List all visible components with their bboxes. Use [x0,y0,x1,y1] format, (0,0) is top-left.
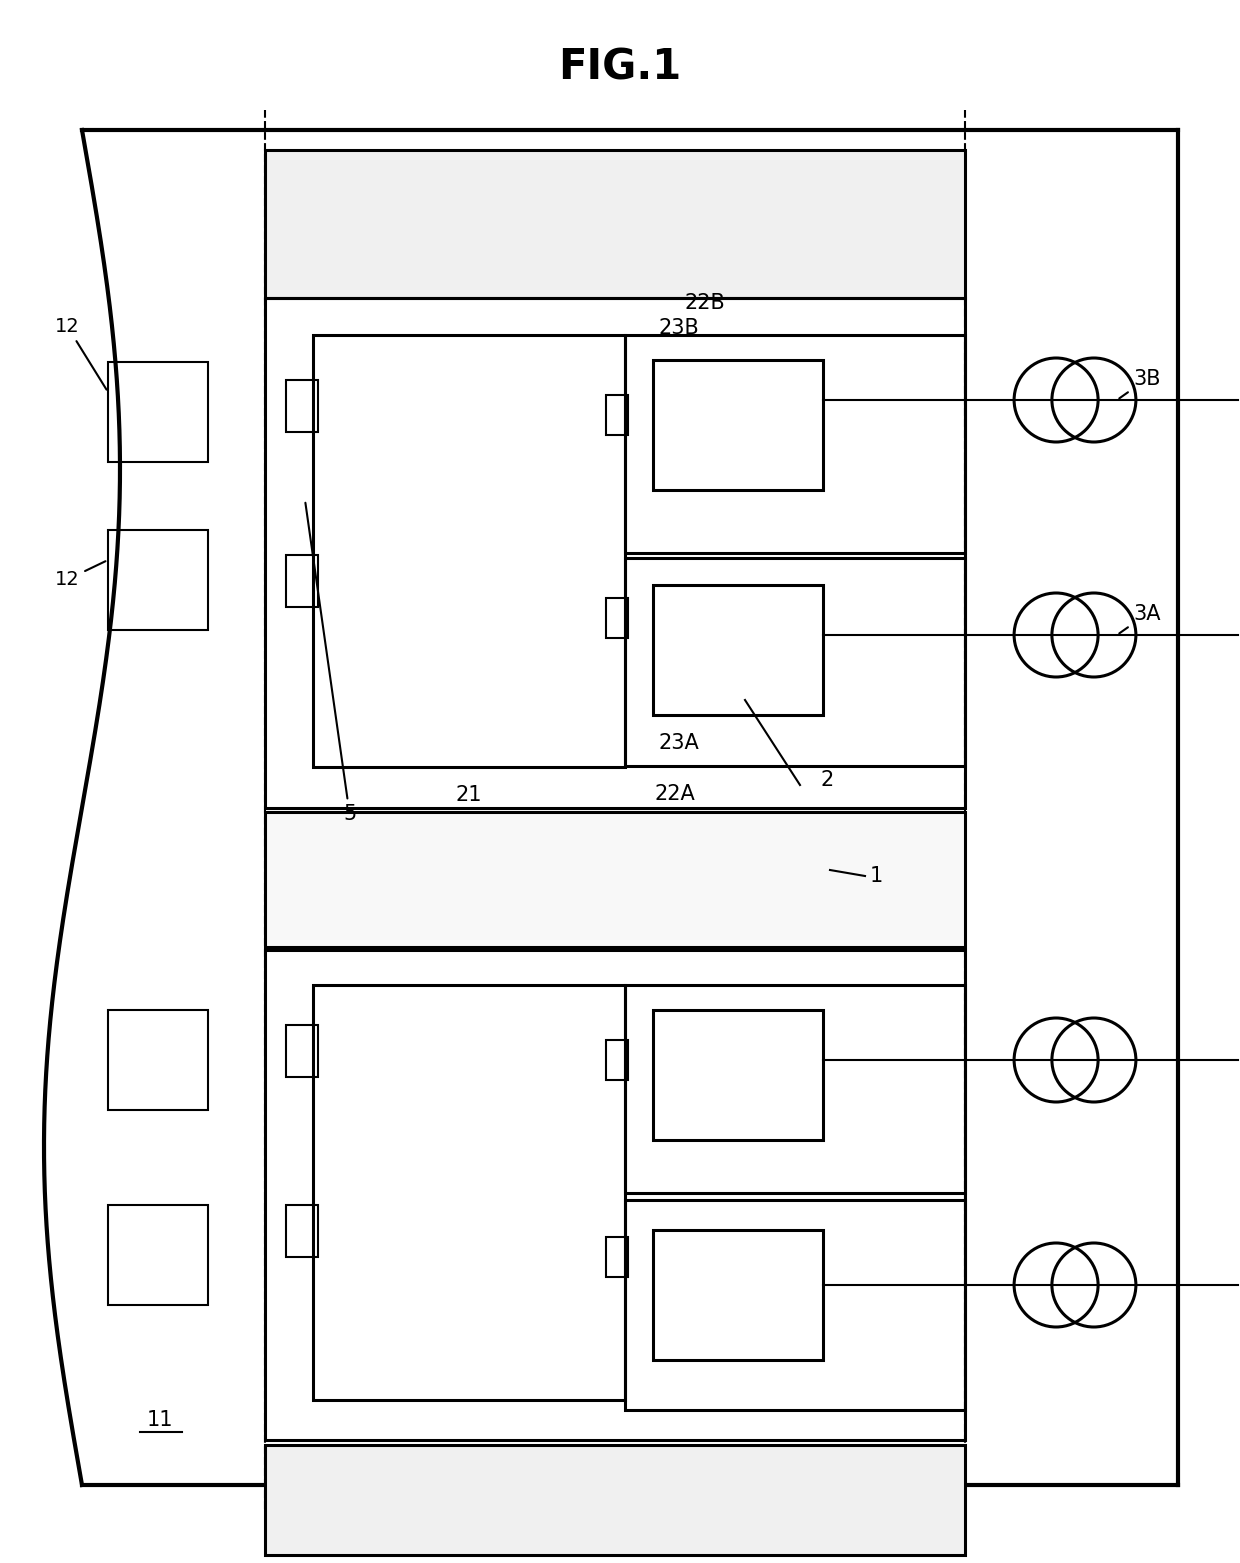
Bar [265,813,965,947]
Text: 12: 12 [55,561,105,589]
Bar [265,1446,965,1555]
Bar [265,299,965,808]
Text: 22A: 22A [655,785,696,803]
Bar [653,359,823,489]
Bar [606,1236,627,1277]
Bar [625,985,965,1193]
Bar [653,1010,823,1139]
Text: 11: 11 [146,1410,174,1430]
Text: 1: 1 [870,866,883,886]
Bar [265,150,965,299]
Bar [653,585,823,714]
Text: 3A: 3A [1120,603,1161,633]
Bar [108,363,208,463]
Text: 2: 2 [820,771,833,789]
Bar [606,395,627,435]
Bar [625,1200,965,1410]
Bar [606,599,627,638]
Bar [606,1039,627,1080]
Bar [312,334,625,767]
Text: 21: 21 [456,785,482,805]
Bar [653,1230,823,1360]
Text: 3B: 3B [1120,369,1161,399]
Bar [625,558,965,766]
Text: FIG.1: FIG.1 [558,47,682,89]
Text: 23B: 23B [658,317,699,338]
Bar [108,1205,208,1305]
Bar [286,555,317,606]
Bar [265,950,965,1440]
Text: 12: 12 [55,317,107,389]
Text: 5: 5 [305,503,356,824]
Bar [108,530,208,630]
Bar [286,1025,317,1077]
Bar [312,985,625,1400]
Bar [286,1205,317,1257]
Text: 22B: 22B [684,292,725,313]
Bar [108,1010,208,1110]
Bar [625,334,965,553]
Bar [286,380,317,431]
Text: 23A: 23A [658,733,699,753]
